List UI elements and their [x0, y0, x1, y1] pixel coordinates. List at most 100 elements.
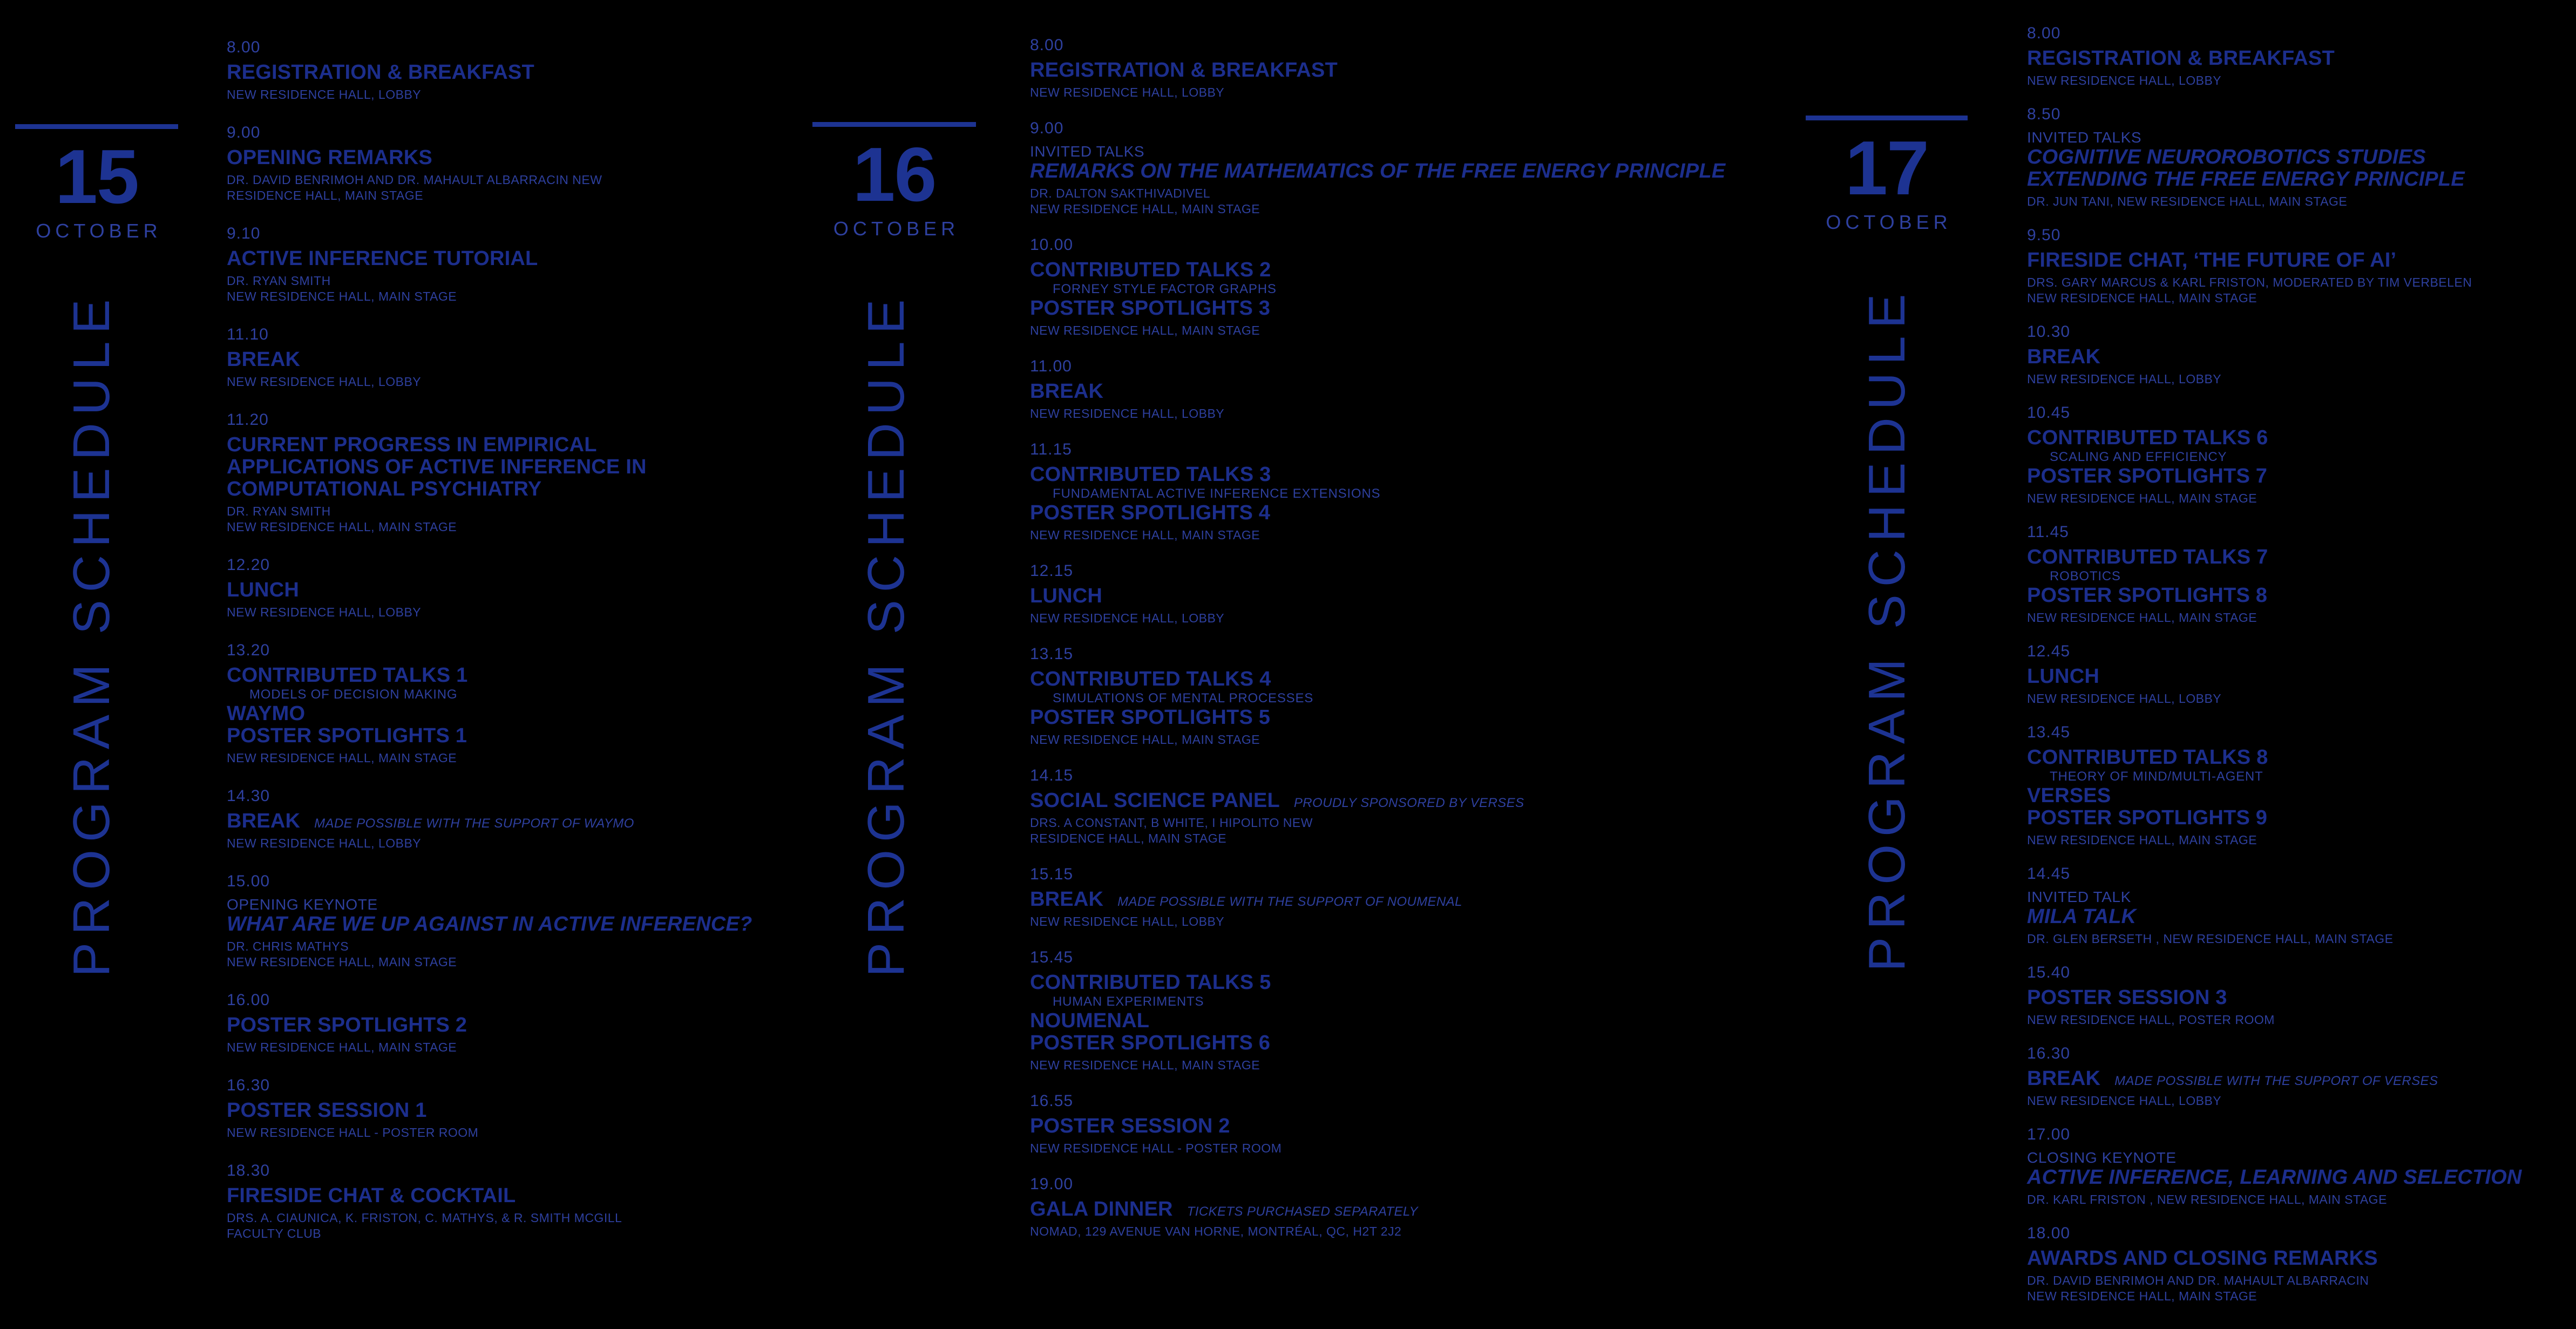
- event-sublabel: HUMAN EXPERIMENTS: [1030, 994, 1271, 1010]
- event: 15.45 CONTRIBUTED TALKS 5 HUMAN EXPERIMENT…: [1030, 948, 1271, 1073]
- event-detail: DRS. A. CIAUNICA, K. FRISTON, C. MATHYS,…: [227, 1210, 622, 1226]
- event-title-text: CONTRIBUTED TALKS 7: [2027, 546, 2268, 569]
- event-sublabel: MODELS OF DECISION MAKING: [227, 687, 467, 703]
- event-detail-text: NEW RESIDENCE HALL, MAIN STAGE: [227, 1040, 457, 1055]
- event-sublabel: THEORY OF MIND/MULTI-AGENT: [2027, 769, 2268, 785]
- event-title-text: CONTRIBUTED TALKS 5: [1030, 971, 1271, 994]
- event-sublabel-text: SCALING AND EFFICIENCY: [2050, 450, 2227, 465]
- event-kicker-text: CLOSING KEYNOTE: [2027, 1149, 2177, 1167]
- event: 19.00 GALA DINNER TICKETS PURCHASED SEPARA…: [1030, 1175, 1418, 1239]
- event-detail: DR. KARL FRISTON , NEW RESIDENCE HALL, M…: [2027, 1192, 2522, 1208]
- event-title-text: POSTER SPOTLIGHTS 5: [1030, 706, 1271, 729]
- event-time: 14.45: [2027, 865, 2071, 883]
- event: 11.10 BREAK NEW RESIDENCE HALL, LOBBY: [227, 325, 421, 390]
- event-detail: NEW RESIDENCE HALL, MAIN STAGE: [1030, 1057, 1271, 1073]
- event-title-italic: REMARKS ON THE MATHEMATICS OF THE FREE E…: [1030, 160, 1725, 182]
- event-title-italic-text: REMARKS ON THE MATHEMATICS OF THE FREE E…: [1030, 160, 1726, 183]
- event-detail: NEW RESIDENCE HALL, LOBBY: [2027, 691, 2221, 707]
- event: 12.45 LUNCH NEW RESIDENCE HALL, LOBBY: [2027, 642, 2221, 707]
- event-time: 11.15: [1030, 440, 1072, 459]
- event-time: 16.00: [227, 991, 270, 1009]
- event-detail: NEW RESIDENCE HALL, LOBBY: [227, 374, 421, 390]
- event-detail-text: NEW RESIDENCE HALL, LOBBY: [227, 605, 422, 619]
- event-detail: NEW RESIDENCE HALL, MAIN STAGE: [227, 750, 467, 766]
- event-detail-text: NEW RESIDENCE HALL, LOBBY: [2027, 691, 2222, 706]
- day-header: 16 OCTOBER: [812, 122, 976, 240]
- event: 8.50 INVITED TALKS COGNITIVE NEUROROBOTICS…: [2027, 105, 2465, 209]
- event-title-text: WAYMO: [227, 702, 306, 725]
- event-title-text: POSTER SPOTLIGHTS 9: [2027, 806, 2268, 830]
- event: 15.00 OPENING KEYNOTE WHAT ARE WE UP AGAIN…: [227, 872, 752, 970]
- event-title: LUNCH: [1030, 585, 1224, 607]
- event-title-text: CONTRIBUTED TALKS 6: [2027, 426, 2268, 450]
- event-title: WAYMO: [227, 702, 467, 725]
- event-kicker-text: INVITED TALK: [2027, 889, 2131, 906]
- event-title-text: VERSES: [2027, 784, 2111, 808]
- event-title: BREAK MADE POSSIBLE WITH THE SUPPORT OF W…: [227, 810, 634, 832]
- event-title-italic-text: EXTENDING THE FREE ENERGY PRINCIPLE: [2027, 168, 2465, 191]
- event-time: 15.00: [227, 872, 270, 891]
- event-detail: NEW RESIDENCE HALL, MAIN STAGE: [1030, 527, 1380, 543]
- event: 17.00 CLOSING KEYNOTE ACTIVE INFERENCE, LE…: [2027, 1125, 2522, 1208]
- event-detail: NOMAD, 129 AVENUE VAN HORNE, MONTRÉAL, Q…: [1030, 1224, 1418, 1239]
- event-sublabel-text: THEORY OF MIND/MULTI-AGENT: [2050, 769, 2263, 784]
- event-title-text: REGISTRATION & BREAKFAST: [1030, 59, 1338, 82]
- event-detail-text: RESIDENCE HALL, MAIN STAGE: [227, 188, 424, 202]
- event-title: CONTRIBUTED TALKS 7: [2027, 546, 2268, 568]
- event-title-italic: MILA TALK: [2027, 906, 2393, 928]
- day-rule-line: [15, 124, 178, 129]
- event-title: SOCIAL SCIENCE PANEL PROUDLY SPONSORED BY…: [1030, 790, 1524, 812]
- event-time: 9.00: [1030, 119, 1064, 137]
- event-title: VERSES: [2027, 785, 2268, 807]
- event-title: POSTER SPOTLIGHTS 7: [2027, 465, 2268, 487]
- event: 15.40 POSTER SESSION 3 NEW RESIDENCE HALL,…: [2027, 963, 2275, 1028]
- event-title: REGISTRATION & BREAKFAST: [1030, 59, 1338, 82]
- event-time: 9.00: [227, 124, 261, 141]
- event-kicker: INVITED TALKS: [1030, 143, 1725, 160]
- event-sublabel-text: ROBOTICS: [2050, 569, 2121, 584]
- event-time: 15.15: [1030, 865, 1074, 884]
- event-detail: NEW RESIDENCE HALL, MAIN STAGE: [1030, 201, 1725, 217]
- event: 11.20 CURRENT PROGRESS IN EMPIRICAL APPLIC…: [227, 410, 647, 535]
- event-title-italic: WHAT ARE WE UP AGAINST IN ACTIVE INFEREN…: [227, 913, 752, 935]
- event: 8.00 REGISTRATION & BREAKFAST NEW RESIDENC…: [227, 38, 534, 103]
- event-detail-text: DR. DAVID BENRIMOH AND DR. MAHAULT ALBAR…: [2027, 1273, 2369, 1288]
- event: 14.45 INVITED TALK MILA TALK DR. GLEN BERSE…: [2027, 864, 2393, 947]
- event-title-text: OPENING REMARKS: [227, 146, 432, 169]
- event-title-text: SOCIAL SCIENCE PANEL: [1030, 789, 1280, 812]
- event-detail-text: DR. GLEN BERSETH , NEW RESIDENCE HALL, M…: [2027, 932, 2394, 946]
- event-title: BREAK: [1030, 381, 1224, 403]
- event-time: 11.20: [227, 410, 269, 429]
- event-time: 11.00: [1030, 357, 1072, 376]
- event-detail-text: NEW RESIDENCE HALL, LOBBY: [1030, 914, 1225, 929]
- event-detail: FACULTY CLUB: [227, 1226, 622, 1242]
- event: 14.30 BREAK MADE POSSIBLE WITH THE SUPPORT…: [227, 786, 634, 851]
- event-detail-text: NEW RESIDENCE HALL, MAIN STAGE: [2027, 611, 2258, 625]
- event-title: BREAK: [2027, 346, 2221, 368]
- event-title-suffix: PROUDLY SPONSORED BY VERSES: [1293, 796, 1524, 811]
- event-title-text: BREAK: [2027, 1067, 2101, 1090]
- event-title-suffix: MADE POSSIBLE WITH THE SUPPORT OF NOUMEN…: [1117, 894, 1462, 910]
- event-detail: NEW RESIDENCE HALL, MAIN STAGE: [1030, 732, 1313, 748]
- event-detail-text: NEW RESIDENCE HALL - POSTER ROOM: [227, 1125, 479, 1140]
- event: 11.15 CONTRIBUTED TALKS 3 FUNDAMENTAL ACTI…: [1030, 440, 1380, 543]
- event-title: POSTER SPOTLIGHTS 5: [1030, 707, 1313, 729]
- event-title-text: CONTRIBUTED TALKS 2: [1030, 259, 1271, 281]
- event-title: FIRESIDE CHAT, ‘THE FUTURE OF AI’: [2027, 249, 2472, 272]
- event: 10.45 CONTRIBUTED TALKS 6 SCALING AND EFFI…: [2027, 403, 2268, 506]
- event-title-text: BREAK: [227, 348, 301, 371]
- event-title-text: CONTRIBUTED TALKS 4: [1030, 668, 1271, 691]
- event-time: 8.50: [2027, 105, 2061, 123]
- event-title-text: AWARDS AND CLOSING REMARKS: [2027, 1247, 2378, 1270]
- event-detail: RESIDENCE HALL, MAIN STAGE: [227, 188, 602, 204]
- event-detail-text: NEW RESIDENCE HALL, LOBBY: [227, 374, 422, 389]
- event-detail-text: NEW RESIDENCE HALL, LOBBY: [1030, 85, 1225, 100]
- event-title: POSTER SPOTLIGHTS 1: [227, 725, 467, 747]
- event-detail: NEW RESIDENCE HALL, MAIN STAGE: [2027, 491, 2268, 506]
- event-title-text: REGISTRATION & BREAKFAST: [2027, 47, 2335, 70]
- event-detail: NEW RESIDENCE HALL, LOBBY: [2027, 1093, 2438, 1109]
- event-title-text: POSTER SPOTLIGHTS 8: [2027, 584, 2268, 607]
- event-title-suffix: TICKETS PURCHASED SEPARATELY: [1187, 1204, 1418, 1219]
- event: 11.45 CONTRIBUTED TALKS 7 ROBOTICS POSTER S…: [2027, 523, 2268, 626]
